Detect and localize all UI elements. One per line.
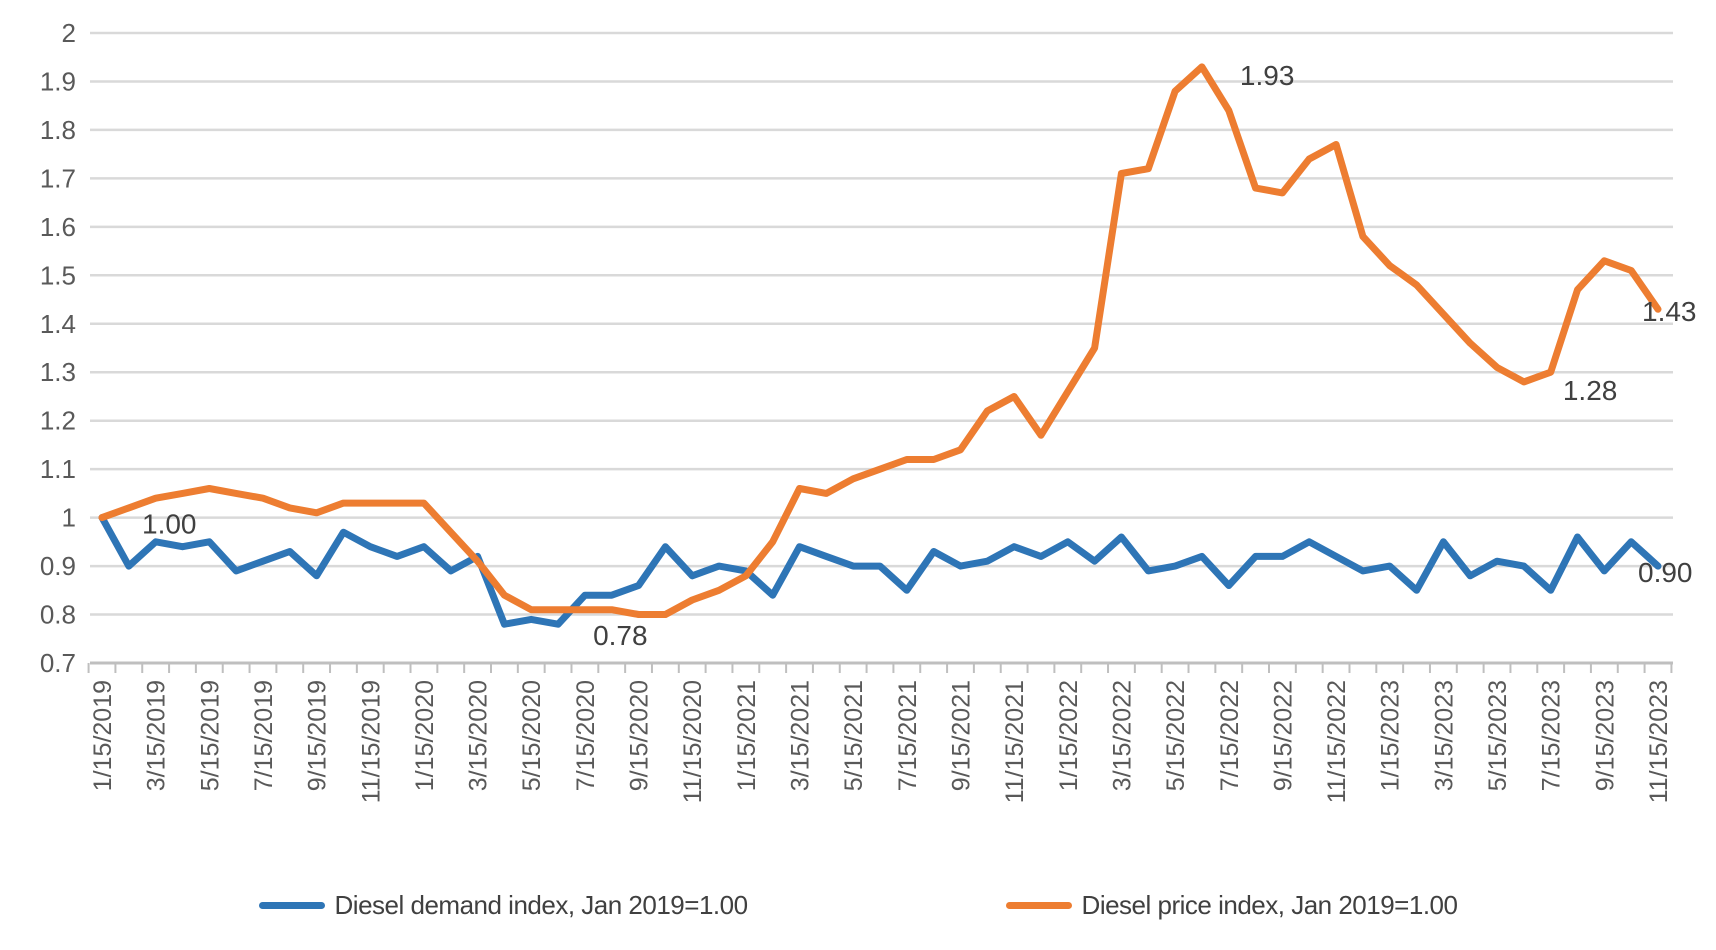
x-tick-label: 7/15/2023 xyxy=(1538,680,1566,791)
x-tick-label: 9/15/2023 xyxy=(1591,680,1619,791)
demand-series-label: Diesel demand index, Jan 2019=1.00 xyxy=(334,890,749,920)
y-tick-label: 1.8 xyxy=(40,115,76,145)
x-tick-label: 1/15/2019 xyxy=(89,680,117,791)
data-label-1.93: 1.93 xyxy=(1240,60,1295,91)
x-tick-label: 9/15/2019 xyxy=(304,680,332,791)
x-tick-label: 7/15/2020 xyxy=(572,680,600,791)
y-tick-label: 1.6 xyxy=(40,212,76,242)
legend-item-price: Diesel price index, Jan 2019=1.00 xyxy=(1005,890,1458,921)
y-tick-label: 0.7 xyxy=(40,648,76,678)
x-tick-label: 3/15/2023 xyxy=(1430,680,1458,791)
legend-item-demand: Diesel demand index, Jan 2019=1.00 xyxy=(258,890,749,921)
y-tick-label: 1.7 xyxy=(40,163,76,193)
y-tick-label: 1.2 xyxy=(40,406,76,436)
x-tick-label: 11/15/2021 xyxy=(1001,680,1029,803)
x-tick-label: 3/15/2022 xyxy=(1108,680,1136,791)
demand-series-line xyxy=(98,514,1662,628)
x-tick-label: 1/15/2021 xyxy=(733,680,761,791)
x-tick-label: 5/15/2019 xyxy=(196,680,224,791)
y-tick-label: 1.3 xyxy=(40,357,76,387)
x-tick-label: 3/15/2021 xyxy=(787,680,815,791)
x-tick-label: 5/15/2021 xyxy=(840,680,868,791)
x-tick-label: 7/15/2022 xyxy=(1216,680,1244,791)
y-tick-label: 1.9 xyxy=(40,66,76,96)
data-label-1.43: 1.43 xyxy=(1642,296,1697,327)
x-tick-label: 7/15/2021 xyxy=(894,680,922,791)
x-tick-label: 7/15/2019 xyxy=(250,680,278,791)
price-series-line xyxy=(98,63,1662,618)
data-label-0.90: 0.90 xyxy=(1638,557,1693,588)
y-tick-label: 1.4 xyxy=(40,309,76,339)
legend: Diesel demand index, Jan 2019=1.00 Diese… xyxy=(0,890,1716,921)
x-tick-label: 3/15/2019 xyxy=(143,680,171,791)
y-tick-label: 0.9 xyxy=(40,551,76,581)
y-tick-label: 1.1 xyxy=(40,454,76,484)
data-label-1.28: 1.28 xyxy=(1563,375,1618,406)
y-tick-label: 1 xyxy=(62,503,76,533)
x-tick-label: 3/15/2020 xyxy=(465,680,493,791)
y-tick-label: 0.8 xyxy=(40,600,76,630)
x-tick-label: 5/15/2023 xyxy=(1484,680,1512,791)
x-tick-label: 9/15/2020 xyxy=(626,680,654,791)
y-tick-label: 2 xyxy=(62,18,76,48)
x-tick-label: 11/15/2019 xyxy=(357,680,385,803)
x-tick-label: 11/15/2022 xyxy=(1323,680,1351,803)
x-tick-label: 1/15/2022 xyxy=(1055,680,1083,791)
y-tick-label: 1.5 xyxy=(40,260,76,290)
x-tick-label: 1/15/2020 xyxy=(411,680,439,791)
price-series-swatch xyxy=(1005,902,1072,909)
data-label-0.78: 0.78 xyxy=(593,620,648,651)
x-tick-label: 1/15/2023 xyxy=(1377,680,1405,791)
x-tick-label: 9/15/2021 xyxy=(947,680,975,791)
x-tick-label: 9/15/2022 xyxy=(1269,680,1297,791)
x-tick-label: 11/15/2020 xyxy=(679,680,707,803)
price-series-label: Diesel price index, Jan 2019=1.00 xyxy=(1081,890,1458,920)
x-tick-label: 5/15/2020 xyxy=(518,680,546,791)
demand-series-swatch xyxy=(258,902,325,909)
data-label-1.00: 1.00 xyxy=(142,509,197,540)
x-tick-label: 11/15/2023 xyxy=(1645,680,1673,803)
x-tick-label: 5/15/2022 xyxy=(1162,680,1190,791)
